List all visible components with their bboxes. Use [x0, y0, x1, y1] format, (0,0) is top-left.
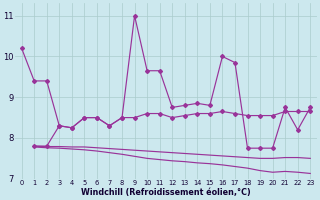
X-axis label: Windchill (Refroidissement éolien,°C): Windchill (Refroidissement éolien,°C): [81, 188, 251, 197]
